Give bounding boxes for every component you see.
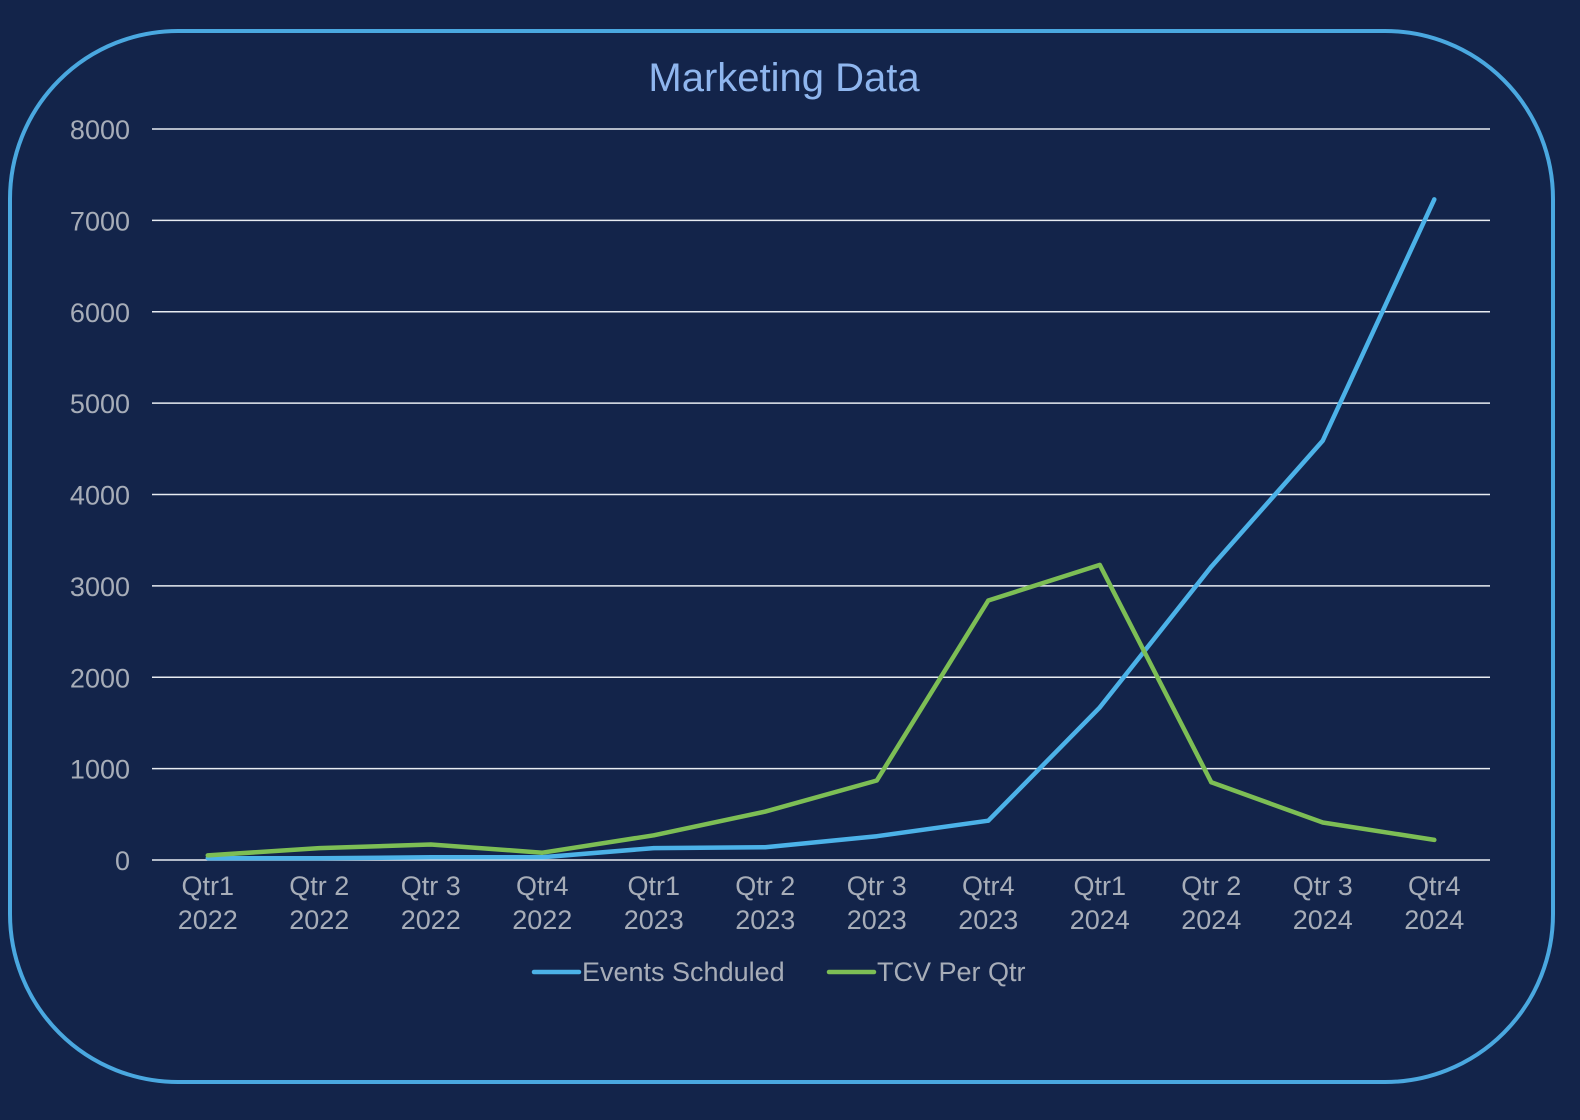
data-point xyxy=(986,818,991,823)
chart-title: Marketing Data xyxy=(648,56,920,100)
series-line-2 xyxy=(205,562,1437,858)
x-tick-year: 2024 xyxy=(1293,905,1353,935)
data-point xyxy=(763,809,768,814)
y-tick-label: 5000 xyxy=(70,389,130,419)
data-point xyxy=(428,855,433,860)
x-tick-year: 2022 xyxy=(512,905,572,935)
data-point xyxy=(986,598,991,603)
legend-label: Events Schduled xyxy=(582,957,785,987)
x-tick-quarter: Qtr 2 xyxy=(735,871,795,901)
data-point xyxy=(540,855,545,860)
data-point xyxy=(540,850,545,855)
data-point xyxy=(1320,820,1325,825)
x-tick-quarter: Qtr1 xyxy=(181,871,234,901)
data-point xyxy=(317,846,322,851)
y-tick-label: 0 xyxy=(115,846,130,876)
data-point xyxy=(1320,438,1325,443)
x-tick-year: 2023 xyxy=(847,905,907,935)
x-tick-quarter: Qtr 3 xyxy=(1293,871,1353,901)
x-tick-year: 2024 xyxy=(1404,905,1464,935)
series-line-1 xyxy=(205,197,1437,861)
x-tick-quarter: Qtr4 xyxy=(516,871,569,901)
y-axis-ticks: 0 1000 2000 3000 4000 5000 6000 7000 8000 xyxy=(70,115,130,876)
x-axis-ticks: Qtr1 2022 Qtr 2 2022 Qtr 3 2022 Qtr4 2022 Qtr1 20… xyxy=(178,871,1465,935)
data-point xyxy=(1432,197,1437,202)
y-tick-label: 7000 xyxy=(70,206,130,236)
data-point xyxy=(874,834,879,839)
y-tick-label: 3000 xyxy=(70,572,130,602)
y-tick-label: 2000 xyxy=(70,663,130,693)
x-tick-year: 2024 xyxy=(1070,905,1130,935)
data-point xyxy=(317,856,322,861)
x-tick-year: 2023 xyxy=(624,905,684,935)
x-tick-year: 2023 xyxy=(958,905,1018,935)
chart-frame xyxy=(8,29,1555,1084)
data-point xyxy=(1209,780,1214,785)
legend: Events Schduled TCV Per Qtr xyxy=(531,957,1026,987)
x-tick-quarter: Qtr 2 xyxy=(289,871,349,901)
x-tick-quarter: Qtr 2 xyxy=(1181,871,1241,901)
data-point xyxy=(874,778,879,783)
series-lines xyxy=(205,197,1437,861)
x-tick-year: 2022 xyxy=(289,905,349,935)
y-tick-label: 4000 xyxy=(70,481,130,511)
data-point xyxy=(763,845,768,850)
x-tick-quarter: Qtr 3 xyxy=(401,871,461,901)
x-tick-quarter: Qtr4 xyxy=(1408,871,1461,901)
data-point xyxy=(1097,705,1102,710)
x-tick-year: 2023 xyxy=(735,905,795,935)
data-point xyxy=(428,842,433,847)
data-point xyxy=(205,853,210,858)
x-tick-quarter: Qtr1 xyxy=(1073,871,1126,901)
x-tick-year: 2022 xyxy=(178,905,238,935)
data-point xyxy=(651,846,656,851)
data-point xyxy=(651,833,656,838)
data-point xyxy=(1209,564,1214,569)
y-tick-label: 8000 xyxy=(70,115,130,145)
y-tick-label: 6000 xyxy=(70,298,130,328)
data-point xyxy=(1097,562,1102,567)
x-tick-quarter: Qtr 3 xyxy=(847,871,907,901)
legend-label: TCV Per Qtr xyxy=(877,957,1026,987)
x-tick-quarter: Qtr1 xyxy=(627,871,680,901)
y-tick-label: 1000 xyxy=(70,755,130,785)
x-tick-year: 2024 xyxy=(1181,905,1241,935)
data-point xyxy=(1432,837,1437,842)
x-tick-quarter: Qtr4 xyxy=(962,871,1015,901)
x-tick-year: 2022 xyxy=(401,905,461,935)
gridlines xyxy=(152,128,1490,861)
